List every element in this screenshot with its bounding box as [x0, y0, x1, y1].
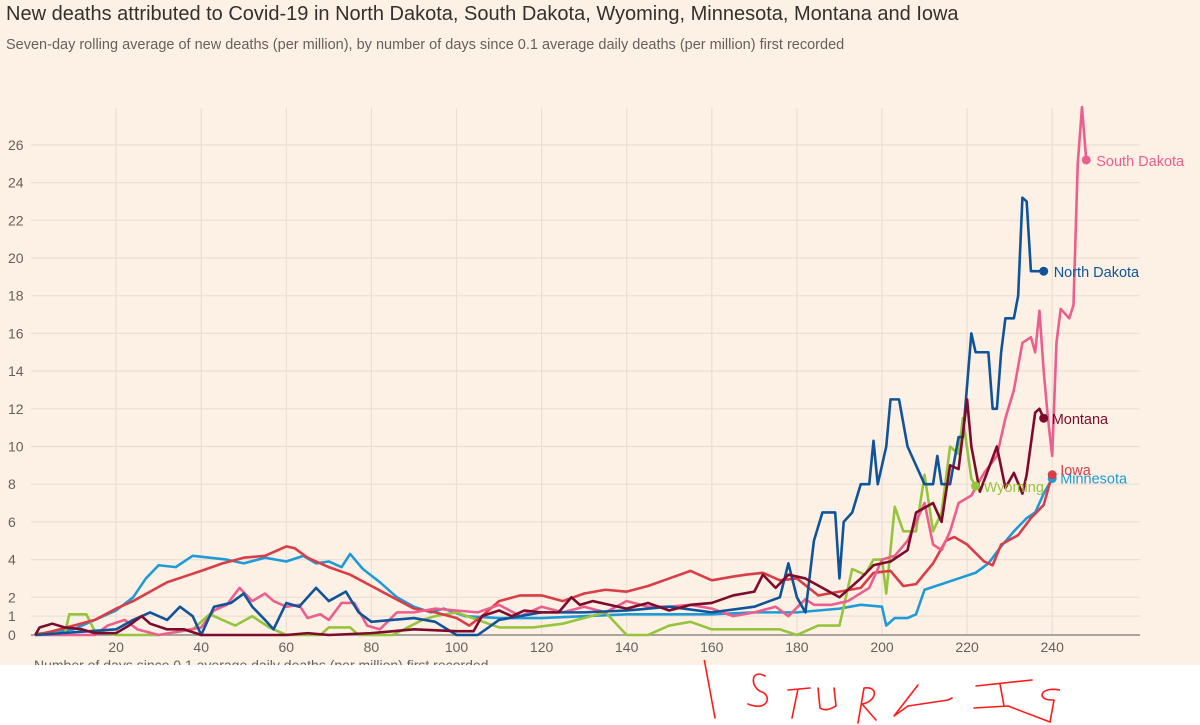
end-dot-north-dakota [1039, 266, 1049, 276]
annotation-marker-line [703, 660, 716, 719]
y-tick-label: 1 [8, 608, 16, 624]
x-tick-label: 180 [785, 639, 809, 655]
x-tick-label: 80 [364, 639, 380, 655]
series-label-minnesota: Minnesota [1060, 472, 1128, 488]
x-tick-label: 60 [279, 639, 295, 655]
y-tick-label: 10 [8, 439, 24, 455]
series-lines [34, 105, 1088, 637]
gridlines [31, 108, 1140, 636]
series-label-south-dakota: South Dakota [1096, 154, 1185, 170]
x-tick-label: 200 [870, 639, 894, 655]
x-tick-label: 220 [955, 639, 979, 655]
line-chart: Minnesota Wyoming Iowa South Dakota North Da… [8, 105, 1185, 655]
y-tick-label: 0 [8, 627, 16, 643]
series-line-wyoming [35, 416, 977, 637]
series-label-montana: Montana [1052, 412, 1109, 428]
x-tick-label: 20 [108, 639, 124, 655]
x-tick-label: 160 [700, 639, 724, 655]
series-label-iowa: Iowa [1060, 463, 1092, 479]
y-tick-label: 24 [8, 175, 24, 191]
series-line-north-dakota [35, 196, 1044, 637]
end-dot-montana [1039, 413, 1049, 423]
series-label-north-dakota: North Dakota [1054, 265, 1140, 281]
series-labels: Minnesota Wyoming Iowa South Dakota North Da… [971, 154, 1185, 496]
y-tick-label: 4 [8, 552, 16, 568]
chart-panel: New deaths attributed to Covid-19 in Nor… [0, 0, 1200, 665]
y-tick-label: 26 [8, 137, 24, 153]
y-tick-label: 20 [8, 250, 24, 266]
end-dot-wyoming [971, 481, 981, 491]
chart-title: New deaths attributed to Covid-19 in Nor… [6, 3, 959, 25]
y-tick-label: 8 [8, 476, 16, 492]
y-tick-label: 6 [8, 514, 16, 530]
x-tick-label: 40 [193, 639, 209, 655]
y-tick-label: 22 [8, 212, 24, 228]
x-tick-label: 240 [1041, 639, 1065, 655]
x-tick-label: 140 [615, 639, 639, 655]
y-tick-label: 18 [8, 288, 24, 304]
y-tick-label: 14 [8, 363, 24, 379]
handwritten-annotation [703, 660, 1060, 724]
x-axis-label: Number of days since 0.1 average daily d… [34, 657, 489, 665]
x-tick-label: 120 [530, 639, 554, 655]
end-dot-south-dakota [1081, 155, 1091, 165]
y-tick-label: 12 [8, 401, 24, 417]
y-tick-label: 16 [8, 325, 24, 341]
series-line-montana [34, 398, 1045, 637]
series-label-wyoming: Wyoming [984, 480, 1044, 496]
series-line-iowa [34, 474, 1054, 637]
x-tick-label: 100 [445, 639, 469, 655]
end-dot-iowa [1047, 470, 1057, 480]
y-tick-label: 2 [8, 589, 16, 605]
chart-subtitle: Seven-day rolling average of new deaths … [6, 37, 845, 53]
